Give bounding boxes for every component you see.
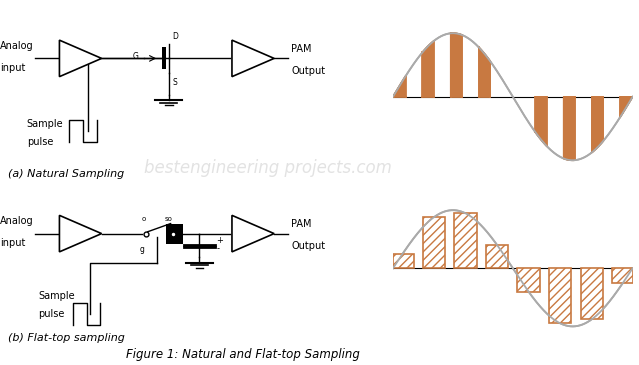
Text: -: - bbox=[217, 244, 220, 253]
Text: pulse: pulse bbox=[38, 309, 65, 319]
Polygon shape bbox=[535, 97, 547, 146]
Text: PAM: PAM bbox=[291, 219, 312, 230]
Text: Sample: Sample bbox=[27, 119, 63, 129]
Bar bbox=[423, 217, 445, 268]
Text: Sample: Sample bbox=[38, 291, 75, 301]
Bar bbox=[612, 268, 633, 283]
Text: Output: Output bbox=[291, 66, 325, 76]
Polygon shape bbox=[232, 40, 274, 77]
Text: input: input bbox=[0, 238, 26, 248]
Text: (b) Flat-top sampling: (b) Flat-top sampling bbox=[8, 333, 125, 343]
Polygon shape bbox=[450, 33, 462, 97]
Polygon shape bbox=[422, 41, 434, 97]
Bar bbox=[162, 47, 166, 69]
Bar bbox=[454, 213, 477, 268]
Polygon shape bbox=[592, 97, 603, 153]
Polygon shape bbox=[59, 215, 102, 252]
Text: bestengineering projects.com: bestengineering projects.com bbox=[144, 159, 392, 177]
Text: o: o bbox=[142, 216, 146, 222]
Bar bbox=[580, 268, 603, 319]
Bar bbox=[166, 223, 183, 244]
Text: Analog: Analog bbox=[0, 41, 34, 51]
Text: S: S bbox=[173, 78, 177, 87]
Polygon shape bbox=[232, 215, 274, 252]
Text: D: D bbox=[173, 32, 178, 41]
Text: input: input bbox=[0, 63, 26, 73]
Text: g: g bbox=[139, 245, 144, 254]
Polygon shape bbox=[479, 47, 490, 97]
Text: Output: Output bbox=[291, 241, 325, 251]
Text: (a) Natural Sampling: (a) Natural Sampling bbox=[8, 169, 124, 179]
Text: Figure 1: Natural and Flat-top Sampling: Figure 1: Natural and Flat-top Sampling bbox=[126, 347, 360, 361]
Text: so: so bbox=[165, 216, 173, 222]
Bar bbox=[393, 254, 413, 268]
Text: PAM: PAM bbox=[291, 44, 312, 54]
Polygon shape bbox=[59, 40, 102, 77]
Bar bbox=[486, 245, 508, 268]
Polygon shape bbox=[394, 76, 406, 97]
Polygon shape bbox=[620, 97, 631, 117]
Polygon shape bbox=[564, 97, 575, 160]
Bar bbox=[518, 268, 539, 292]
Bar bbox=[549, 268, 571, 323]
Text: pulse: pulse bbox=[27, 137, 53, 147]
Text: +: + bbox=[217, 237, 224, 245]
Text: Analog: Analog bbox=[0, 216, 34, 226]
Text: G: G bbox=[132, 52, 138, 61]
